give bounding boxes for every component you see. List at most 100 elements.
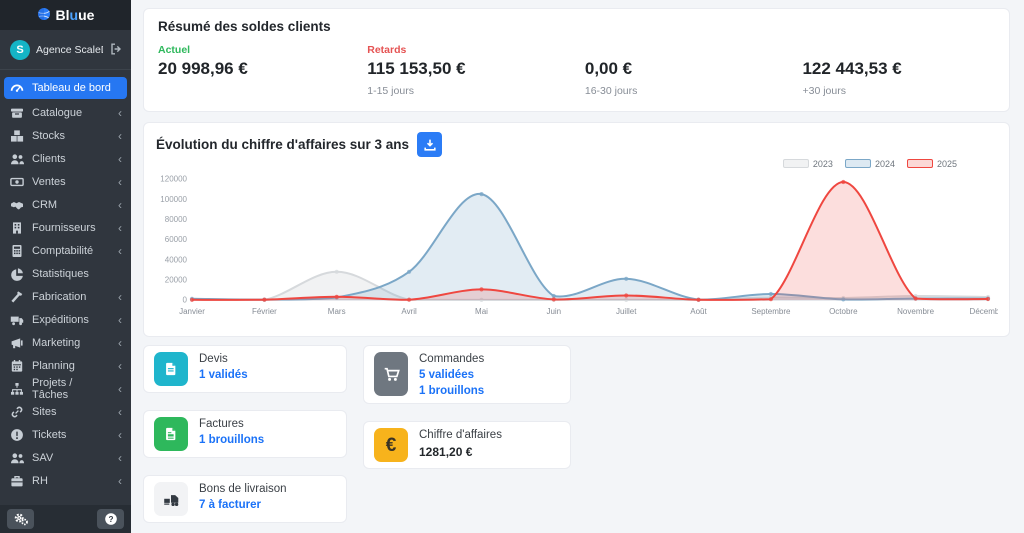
balance-aging-label: 1-15 jours [367, 85, 414, 97]
briefcase-icon [10, 474, 24, 488]
sidebar-item-ventes[interactable]: Ventes ‹ [0, 170, 131, 193]
sidebar-item-comptabilite[interactable]: Comptabilité ‹ [0, 239, 131, 262]
stat-link-1-brouillons[interactable]: 1 brouillons [199, 434, 265, 446]
sidebar-item-label: Planning [32, 359, 75, 372]
svg-text:20000: 20000 [165, 275, 188, 284]
sidebar-item-tickets[interactable]: Tickets ‹ [0, 423, 131, 446]
sidebar-item-sav[interactable]: SAV ‹ [0, 446, 131, 469]
exclamation-icon [10, 428, 24, 442]
settings-button[interactable] [7, 509, 34, 529]
pie-chart-icon [10, 267, 24, 281]
sidebar-item-crm[interactable]: CRM ‹ [0, 193, 131, 216]
sidebar-item-expeditions[interactable]: Expéditions ‹ [0, 308, 131, 331]
stat-cards: Devis 1 validés Factures 1 brouillons Bons… [143, 345, 1010, 523]
sign-out-icon[interactable] [109, 42, 123, 59]
sidebar-item-marketing[interactable]: Marketing ‹ [0, 331, 131, 354]
svg-text:Juin: Juin [546, 307, 561, 316]
chevron-left-icon: ‹ [118, 358, 122, 373]
sidebar-nav: Tableau de bord Catalogue ‹ Stocks ‹ Clien… [0, 70, 131, 505]
sidebar-item-label: Tickets [32, 428, 67, 441]
euro-icon: € [374, 428, 408, 462]
chevron-left-icon: ‹ [118, 197, 122, 212]
client-balance-grid: Actuel 20 998,96 € Retards 115 153,50 € … [158, 44, 995, 98]
balance-label: Actuel [158, 44, 191, 56]
sidebar-item-fournisseurs[interactable]: Fournisseurs ‹ [0, 216, 131, 239]
sidebar-item-fabrication[interactable]: Fabrication ‹ [0, 285, 131, 308]
balance-value: 115 153,50 € [367, 59, 466, 78]
sidebar-footer: ? [0, 505, 131, 533]
stat-card-chiffre-d-affaires: € Chiffre d'affaires 1281,20 € [363, 421, 571, 469]
download-chart-button[interactable] [417, 132, 443, 157]
svg-text:Juillet: Juillet [616, 307, 637, 316]
balance-column: 122 443,53 € +30 jours [802, 44, 995, 98]
legend-item-2025[interactable]: 2025 [906, 158, 957, 169]
cart-icon [374, 352, 408, 396]
sidebar-item-label: Ventes [32, 175, 66, 188]
chevron-left-icon: ‹ [118, 381, 122, 396]
legend-label: 2024 [874, 158, 895, 169]
chevron-left-icon: ‹ [118, 450, 122, 465]
stat-card-factures: Factures 1 brouillons [143, 410, 347, 458]
chevron-left-icon: ‹ [118, 289, 122, 304]
balance-column: Retards 115 153,50 € 1-15 jours [367, 44, 585, 98]
legend-label: 2025 [936, 158, 957, 169]
svg-text:Octobre: Octobre [829, 307, 858, 316]
balance-aging-label: 16-30 jours [584, 85, 638, 97]
sidebar-item-label: Comptabilité [32, 244, 94, 257]
svg-text:60000: 60000 [165, 235, 188, 244]
hammer-icon [10, 290, 24, 304]
svg-text:Février: Février [252, 307, 277, 316]
balance-value: 0,00 € [584, 59, 633, 78]
legend-label: 2023 [812, 158, 833, 169]
agency-switcher[interactable]: S Agence ScaleDEV [0, 30, 131, 70]
revenue-chart-title: Évolution du chiffre d'affaires sur 3 an… [156, 137, 410, 152]
globe-icon [37, 7, 51, 24]
sidebar-item-label: Projets / Tâches [32, 376, 73, 401]
truck-icon [10, 313, 24, 327]
stat-link-5-validees[interactable]: 5 validées [419, 369, 474, 381]
svg-text:?: ? [108, 515, 113, 524]
sidebar-item-tableau-de-bord[interactable]: Tableau de bord [4, 77, 127, 99]
svg-text:Mai: Mai [475, 307, 488, 316]
megaphone-icon [10, 336, 24, 350]
chevron-left-icon: ‹ [118, 128, 122, 143]
sidebar-item-label: Sites [32, 405, 57, 418]
client-balance-card: Résumé des soldes clients Actuel 20 998,… [143, 8, 1010, 112]
legend-item-2024[interactable]: 2024 [844, 158, 895, 169]
chevron-left-icon: ‹ [118, 243, 122, 258]
chevron-left-icon: ‹ [118, 312, 122, 327]
sidebar-item-clients[interactable]: Clients ‹ [0, 147, 131, 170]
legend-item-2023[interactable]: 2023 [782, 158, 833, 169]
svg-text:Avril: Avril [401, 307, 417, 316]
sidebar-item-rh[interactable]: RH ‹ [0, 469, 131, 492]
stat-link-1-valides[interactable]: 1 validés [199, 369, 248, 381]
speedometer-icon [10, 81, 24, 95]
balance-column: 0,00 € 16-30 jours [585, 44, 803, 98]
sidebar-item-planning[interactable]: Planning ‹ [0, 354, 131, 377]
stat-link-1-brouillons[interactable]: 1 brouillons [419, 385, 485, 397]
sidebar-item-label: Expéditions [32, 313, 89, 326]
sidebar-item-stocks[interactable]: Stocks ‹ [0, 124, 131, 147]
sidebar-item-label: Clients [32, 152, 66, 165]
legend-swatch [844, 159, 871, 168]
help-button[interactable]: ? [97, 509, 124, 529]
sidebar-item-catalogue[interactable]: Catalogue ‹ [0, 101, 131, 124]
sidebar-item-label: Stocks [32, 129, 66, 142]
chevron-left-icon: ‹ [118, 427, 122, 442]
sidebar-item-sites[interactable]: Sites ‹ [0, 400, 131, 423]
file-lines-icon [154, 352, 188, 386]
revenue-chart[interactable]: 0 20000 40000 60000 80000 100000 120000 Janvier… [156, 171, 1007, 332]
chevron-left-icon: ‹ [118, 105, 122, 120]
revenue-chart-card: Évolution du chiffre d'affaires sur 3 an… [143, 122, 1010, 337]
sidebar-item-label: Fournisseurs [32, 221, 96, 234]
stat-link-7-a-facturer[interactable]: 7 à facturer [199, 499, 262, 511]
archive-icon [10, 106, 24, 120]
users-icon [10, 152, 24, 166]
link-icon [10, 405, 24, 419]
chevron-left-icon: ‹ [118, 473, 122, 488]
stat-card-value: 1281,20 € [419, 445, 473, 459]
sidebar-item-statistiques[interactable]: Statistiques [0, 262, 131, 285]
stat-card-title: Bons de livraison [199, 483, 287, 495]
money-icon [10, 175, 24, 189]
sidebar-item-projets-taches[interactable]: Projets / Tâches ‹ [0, 376, 131, 401]
